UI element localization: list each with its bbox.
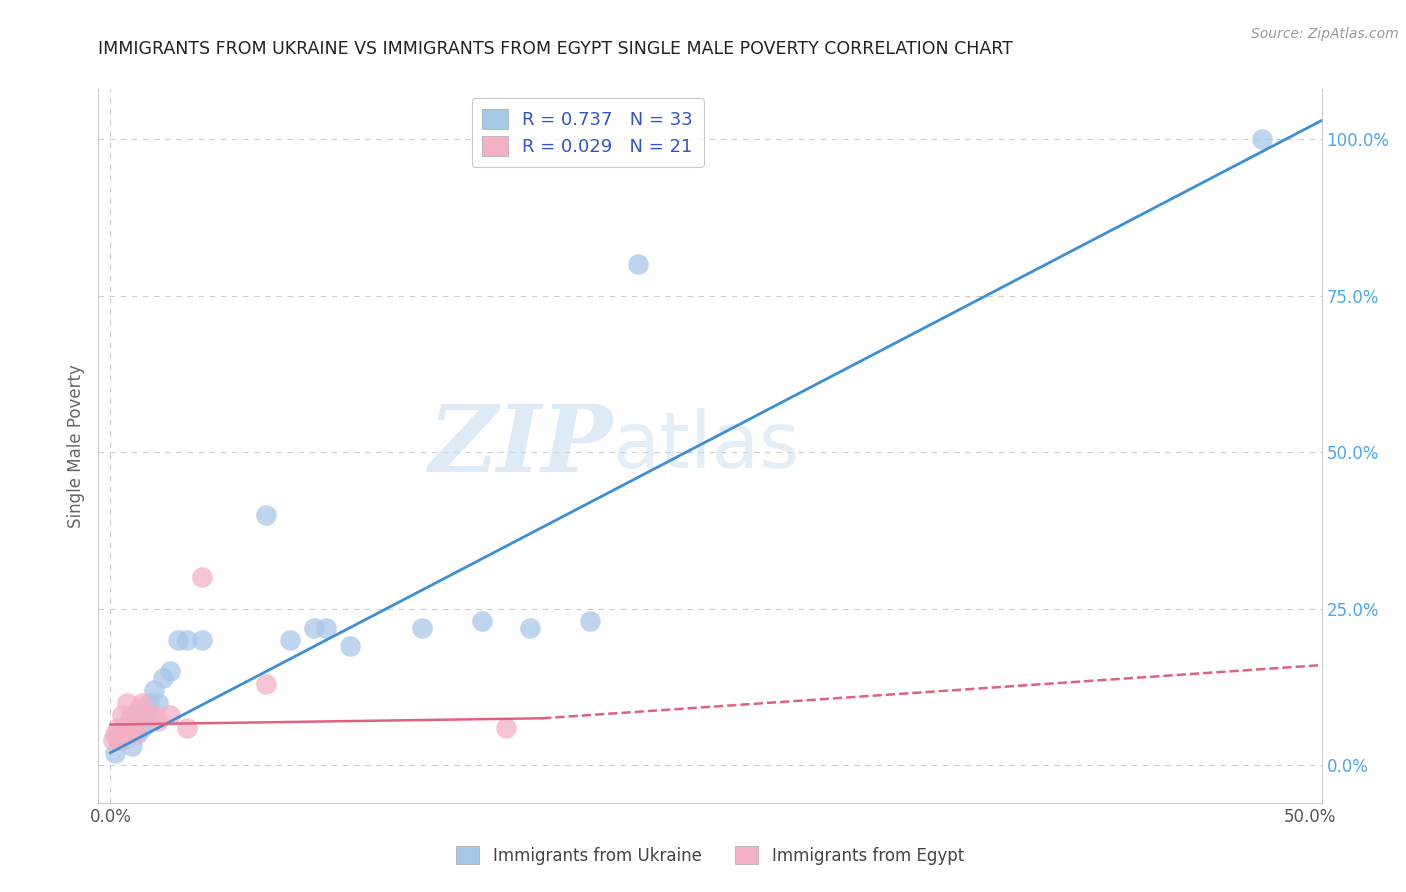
Point [131, 721, 153, 735]
Point [159, 708, 181, 723]
Point [254, 508, 277, 522]
Point [471, 614, 494, 628]
Point [118, 721, 141, 735]
Point [108, 733, 131, 747]
Point [132, 702, 155, 716]
Point [315, 621, 337, 635]
Point [278, 633, 301, 648]
Point [125, 727, 148, 741]
Point [108, 727, 131, 741]
Point [114, 727, 136, 741]
Point [128, 702, 150, 716]
Point [176, 721, 198, 735]
Point [121, 708, 143, 723]
Point [131, 696, 153, 710]
Point [101, 733, 124, 747]
Point [304, 621, 326, 635]
Point [135, 714, 157, 729]
Point [495, 721, 517, 735]
Point [148, 696, 170, 710]
Point [125, 721, 148, 735]
Point [115, 696, 138, 710]
Point [128, 708, 150, 723]
Point [124, 727, 146, 741]
Point [159, 665, 181, 679]
Point [138, 696, 160, 710]
Text: atlas: atlas [612, 408, 800, 484]
Point [104, 746, 127, 760]
Point [142, 708, 165, 723]
Point [142, 683, 165, 698]
Point [107, 721, 129, 735]
Point [111, 733, 134, 747]
Point [135, 708, 157, 723]
Point [190, 633, 212, 648]
Point [118, 714, 141, 729]
Point [411, 621, 433, 635]
Point [579, 614, 602, 628]
Text: ZIP: ZIP [427, 401, 612, 491]
Text: Source: ZipAtlas.com: Source: ZipAtlas.com [1251, 27, 1399, 41]
Point [148, 714, 170, 729]
Point [190, 570, 212, 584]
Point [104, 727, 127, 741]
Point [121, 739, 143, 754]
Text: IMMIGRANTS FROM UKRAINE VS IMMIGRANTS FROM EGYPT SINGLE MALE POVERTY CORRELATION: IMMIGRANTS FROM UKRAINE VS IMMIGRANTS FR… [98, 40, 1014, 58]
Point [627, 257, 650, 271]
Point [114, 721, 136, 735]
Point [519, 621, 541, 635]
Point [152, 671, 174, 685]
Point [1250, 132, 1272, 146]
Point [111, 708, 134, 723]
Point [254, 677, 277, 691]
Point [166, 633, 188, 648]
Y-axis label: Single Male Poverty: Single Male Poverty [66, 364, 84, 528]
Point [107, 733, 129, 747]
Point [339, 640, 361, 654]
Point [115, 727, 138, 741]
Point [176, 633, 198, 648]
Point [124, 721, 146, 735]
Legend: Immigrants from Ukraine, Immigrants from Egypt: Immigrants from Ukraine, Immigrants from… [447, 838, 973, 873]
